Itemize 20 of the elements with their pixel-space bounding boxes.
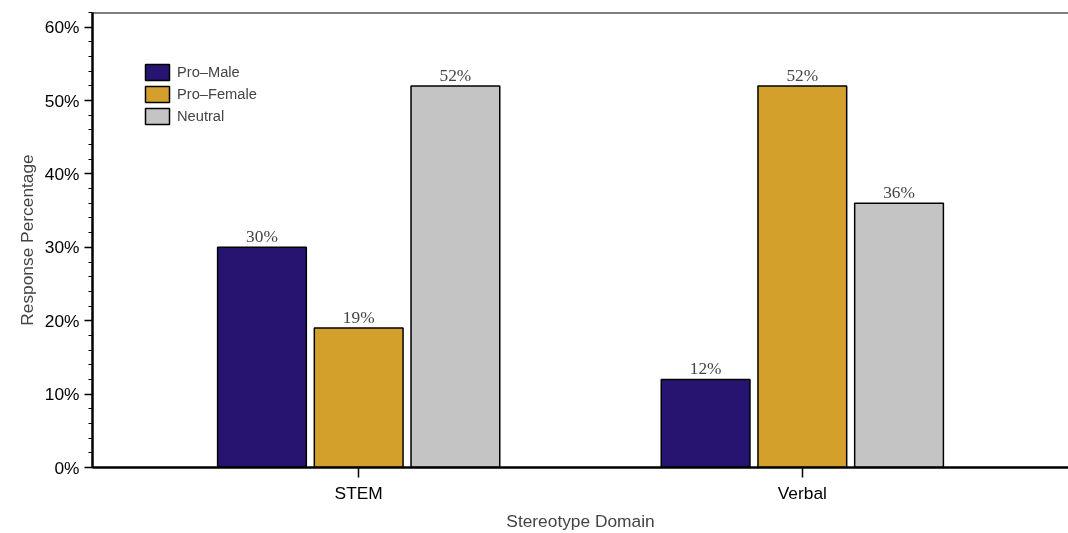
x-tick-label: STEM (334, 482, 383, 503)
y-tick-label: 10% (44, 384, 80, 405)
legend-label: Pro–Female (177, 86, 257, 102)
data-label: 52% (439, 65, 472, 85)
y-tick-label: 0% (54, 457, 80, 478)
y-axis-title: Response Percentage (16, 154, 37, 326)
data-label: 30% (246, 227, 278, 247)
y-tick-label: 30% (44, 237, 80, 258)
y-tick-label: 50% (44, 90, 80, 111)
data-label: 36% (883, 183, 915, 203)
y-tick-label: 60% (44, 17, 80, 38)
legend-label: Neutral (177, 108, 225, 124)
y-tick-label: 40% (44, 163, 80, 184)
x-tick-label: Verbal (777, 482, 827, 503)
data-label: 12% (689, 359, 722, 379)
y-tick-label: 20% (44, 310, 80, 331)
legend-label: Pro–Male (177, 64, 240, 80)
data-label: 19% (342, 308, 375, 328)
data-label: 52% (786, 65, 819, 85)
x-axis-title: Stereotype Domain (506, 510, 655, 531)
